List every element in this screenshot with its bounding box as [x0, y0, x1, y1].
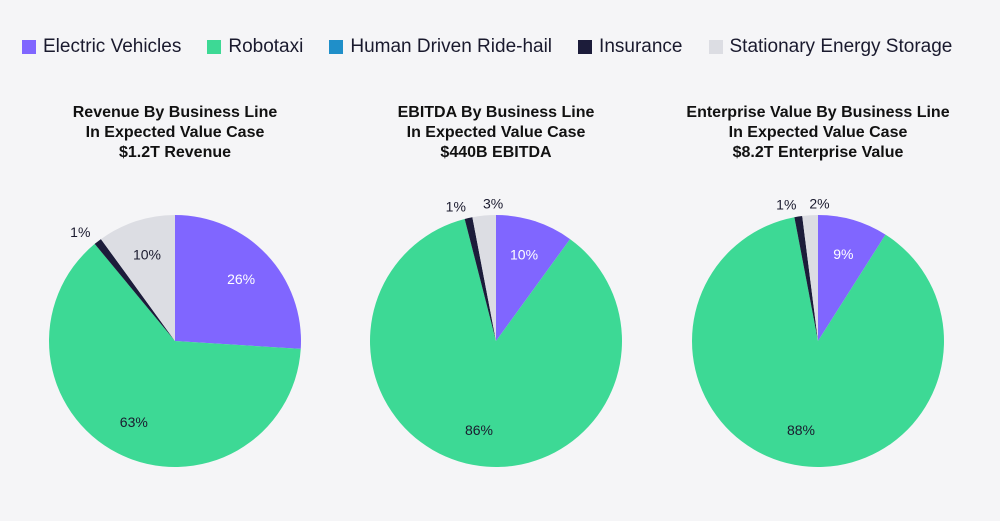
- legend-item-electric-vehicles: Electric Vehicles: [22, 36, 181, 58]
- ebitda-chart-title-line-1: EBITDA By Business Line: [397, 104, 595, 121]
- pie-slice-electric-vehicles: [175, 215, 302, 349]
- legend-swatch-human-driven-ride-hail: [329, 40, 344, 54]
- enterprise-value-chart-title-line-3: $8.2T Enterprise Value: [732, 144, 904, 161]
- enterprise-value-pie-chart: 9% 88% 1% 2%: [692, 195, 944, 467]
- pie-slice-insurance: [794, 215, 818, 341]
- ebitda-pie-chart: 10% 86% 1% 3%: [370, 196, 622, 467]
- legend-label-robotaxi: Robotaxi: [228, 36, 304, 57]
- legend-swatch-insurance: [578, 40, 593, 54]
- legend-swatch-robotaxi: [207, 40, 222, 54]
- pie-slice-electric-vehicles: [818, 215, 886, 341]
- pie-slice-insurance: [464, 217, 496, 341]
- ebitda-chart-title: EBITDA By Business Line In Expected Valu…: [331, 103, 661, 163]
- pie-label-robotaxi: 88%: [787, 422, 815, 438]
- legend-label-stationary-energy-storage: Stationary Energy Storage: [729, 36, 953, 57]
- pie-label-insurance: 1%: [446, 198, 466, 214]
- ebitda-chart-title-line-2: In Expected Value Case: [406, 124, 586, 141]
- pie-label-robotaxi: 63%: [120, 414, 148, 430]
- pie-label-insurance: 1%: [70, 224, 90, 240]
- chart-legend: Electric Vehicles Robotaxi Human Driven …: [22, 36, 952, 58]
- revenue-chart-title-line-3: $1.2T Revenue: [118, 144, 232, 161]
- pie-slice-robotaxi: [692, 217, 944, 467]
- pie-slice-stationary-energy-storage: [472, 215, 496, 341]
- pie-label-stationary-energy-storage: 10%: [133, 247, 161, 263]
- pie-label-insurance: 1%: [776, 197, 796, 213]
- legend-item-stationary-energy-storage: Stationary Energy Storage: [708, 36, 953, 58]
- pie-slice-stationary-energy-storage: [100, 215, 175, 341]
- pie-slice-robotaxi: [370, 218, 622, 467]
- pie-label-electric-vehicles: 10%: [510, 247, 538, 263]
- revenue-pie-chart: 26% 63% 1% 10%: [49, 215, 302, 467]
- legend-swatch-electric-vehicles: [22, 40, 36, 54]
- revenue-chart-title-line-2: In Expected Value Case: [85, 124, 265, 141]
- legend-label-human-driven-ride-hail: Human Driven Ride-hail: [350, 36, 553, 57]
- pie-label-electric-vehicles: 26%: [227, 271, 255, 287]
- pie-label-electric-vehicles: 9%: [833, 246, 853, 262]
- enterprise-value-chart-title-line-2: In Expected Value Case: [728, 124, 908, 141]
- legend-item-insurance: Insurance: [578, 36, 683, 58]
- pie-slice-electric-vehicles: [496, 215, 571, 341]
- revenue-chart-title-line-1: Revenue By Business Line: [72, 104, 278, 121]
- legend-label-electric-vehicles: Electric Vehicles: [43, 36, 182, 57]
- pie-slice-stationary-energy-storage: [802, 215, 818, 341]
- ebitda-chart-title-line-3: $440B EBITDA: [440, 144, 552, 161]
- pie-label-robotaxi: 86%: [465, 422, 493, 438]
- pie-label-stationary-energy-storage: 2%: [809, 195, 829, 211]
- pie-slice-robotaxi: [49, 243, 301, 467]
- enterprise-value-chart-title: Enterprise Value By Business Line In Exp…: [653, 103, 983, 163]
- pie-label-stationary-energy-storage: 3%: [483, 196, 503, 212]
- legend-label-insurance: Insurance: [599, 36, 683, 57]
- legend-item-human-driven-ride-hail: Human Driven Ride-hail: [329, 36, 552, 58]
- pie-slice-insurance: [94, 239, 175, 341]
- enterprise-value-chart-title-line-1: Enterprise Value By Business Line: [686, 104, 950, 121]
- legend-item-robotaxi: Robotaxi: [207, 36, 303, 58]
- revenue-chart-title: Revenue By Business Line In Expected Val…: [10, 103, 340, 163]
- legend-swatch-stationary-energy-storage: [708, 40, 723, 54]
